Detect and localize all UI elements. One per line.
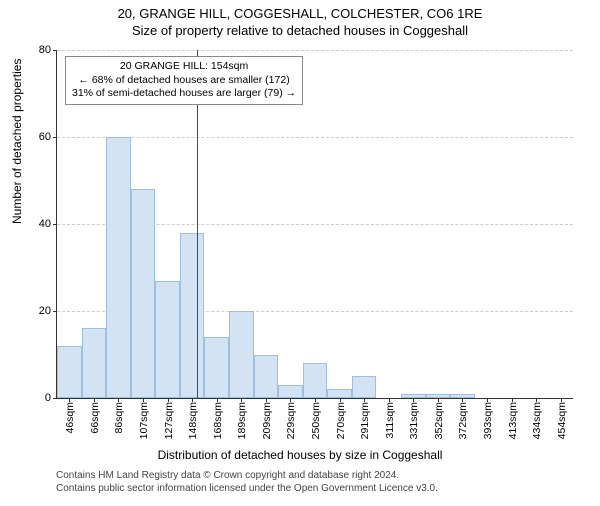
footnote-line1: Contains HM Land Registry data © Crown c… xyxy=(56,470,438,483)
xtick-label: 270sqm xyxy=(335,402,347,439)
histogram-bar xyxy=(82,328,107,398)
ytick-mark xyxy=(53,224,57,225)
xtick-label: 372sqm xyxy=(458,402,470,439)
histogram-bar xyxy=(278,385,303,398)
annotation-line: 31% of semi-detached houses are larger (… xyxy=(72,87,296,101)
xtick-label: 209sqm xyxy=(261,402,273,439)
histogram-bar xyxy=(57,346,82,398)
ytick-mark xyxy=(53,311,57,312)
histogram-bar xyxy=(229,311,254,398)
ytick-label: 60 xyxy=(23,131,51,143)
xtick-label: 229sqm xyxy=(286,402,298,439)
footnote-line2: Contains public sector information licen… xyxy=(56,483,438,496)
xtick-label: 250sqm xyxy=(310,402,322,439)
xtick-label: 127sqm xyxy=(163,402,175,439)
xtick-label: 413sqm xyxy=(507,402,519,439)
xtick-label: 189sqm xyxy=(236,402,248,439)
histogram-bar xyxy=(155,281,180,398)
ytick-mark xyxy=(53,50,57,51)
xtick-label: 291sqm xyxy=(359,402,371,439)
ytick-label: 40 xyxy=(23,218,51,230)
ytick-mark xyxy=(53,137,57,138)
y-axis-label: Number of detached properties xyxy=(10,59,24,224)
xtick-label: 352sqm xyxy=(433,402,445,439)
xtick-label: 148sqm xyxy=(187,402,199,439)
histogram-bar xyxy=(352,376,377,398)
ytick-mark xyxy=(53,398,57,399)
annotation-line: ← 68% of detached houses are smaller (17… xyxy=(72,74,296,88)
histogram-bar xyxy=(131,189,156,398)
xtick-label: 331sqm xyxy=(408,402,420,439)
ytick-label: 0 xyxy=(23,392,51,404)
xtick-label: 107sqm xyxy=(138,402,150,439)
ytick-label: 20 xyxy=(23,305,51,317)
title-sub: Size of property relative to detached ho… xyxy=(0,23,600,38)
title-main: 20, GRANGE HILL, COGGESHALL, COLCHESTER,… xyxy=(0,6,600,21)
gridline xyxy=(57,137,573,138)
histogram-bar xyxy=(303,363,328,398)
xtick-label: 46sqm xyxy=(64,402,76,434)
xtick-label: 168sqm xyxy=(212,402,224,439)
xtick-label: 66sqm xyxy=(89,402,101,434)
histogram-bar xyxy=(180,233,205,398)
annotation-line: 20 GRANGE HILL: 154sqm xyxy=(72,60,296,74)
ytick-label: 80 xyxy=(23,44,51,56)
xtick-label: 434sqm xyxy=(531,402,543,439)
histogram-bar xyxy=(204,337,229,398)
histogram-bar xyxy=(327,389,352,398)
xtick-label: 393sqm xyxy=(482,402,494,439)
histogram-bar xyxy=(106,137,131,398)
histogram-bar xyxy=(254,355,279,399)
chart-plot-area: 02040608046sqm66sqm86sqm107sqm127sqm148s… xyxy=(56,50,573,399)
x-axis-label: Distribution of detached houses by size … xyxy=(0,448,600,462)
annotation-box: 20 GRANGE HILL: 154sqm← 68% of detached … xyxy=(65,56,303,105)
footnote: Contains HM Land Registry data © Crown c… xyxy=(56,470,438,495)
gridline xyxy=(57,50,573,51)
xtick-label: 454sqm xyxy=(556,402,568,439)
xtick-label: 86sqm xyxy=(114,402,126,434)
xtick-label: 311sqm xyxy=(384,402,396,439)
